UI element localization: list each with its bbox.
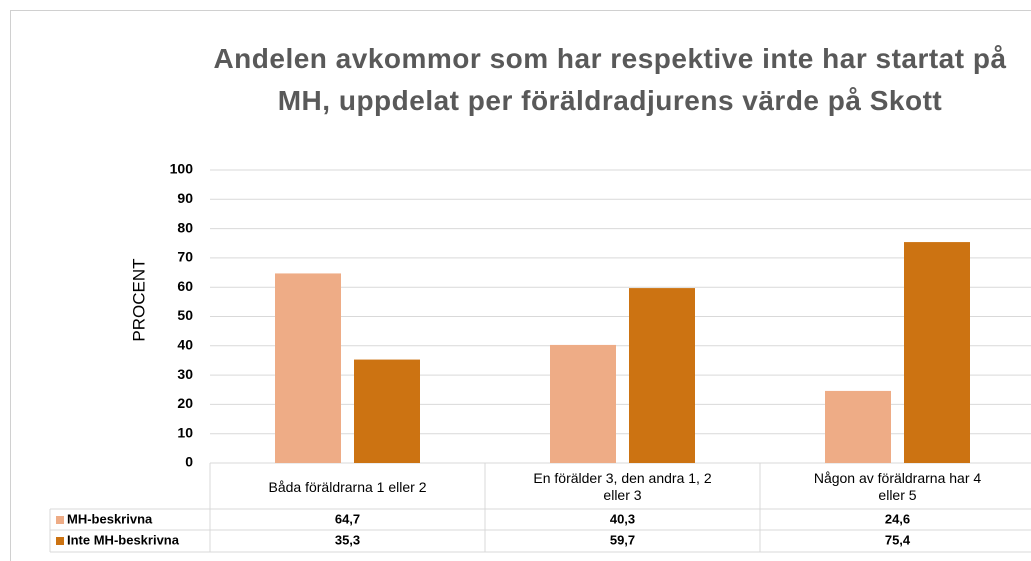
y-tick-label: 60 (177, 278, 193, 294)
x-tick-label: Någon av föräldrarna har 4 eller 5 (813, 470, 982, 503)
legend-swatch (56, 537, 64, 545)
y-tick-label: 40 (177, 337, 193, 353)
bar (354, 359, 420, 463)
y-tick-label: 20 (177, 395, 193, 411)
bar (825, 390, 891, 463)
legend-label: MH-beskrivna (67, 511, 153, 526)
table-value: 64,7 (335, 511, 360, 526)
frame (10, 10, 1031, 561)
table-value: 40,3 (610, 511, 635, 526)
x-tick-label: Båda föräldrarna 1 eller 2 (268, 478, 427, 495)
y-tick-label: 0 (185, 454, 193, 470)
table-value: 24,6 (885, 511, 910, 526)
bar (275, 273, 341, 463)
y-tick-label: 90 (177, 190, 193, 206)
y-tick-label: 30 (177, 366, 193, 382)
y-axis-label: PROCENT (129, 258, 148, 341)
table-value: 35,3 (335, 532, 360, 547)
data-table-grid (49, 462, 1031, 553)
y-tick-label: 70 (177, 249, 193, 265)
y-tick-label: 10 (177, 424, 193, 440)
legend-label: Inte MH-beskrivna (67, 532, 180, 547)
bar (629, 288, 695, 463)
chart-title: Andelen avkommor som har respektive inte… (213, 43, 1007, 116)
table-value: 59,7 (610, 532, 635, 547)
bar (550, 344, 616, 463)
y-tick-label: 80 (177, 219, 193, 235)
table-value: 75,4 (885, 532, 911, 547)
y-tick-label: 50 (177, 307, 193, 323)
y-tick-label: 100 (170, 161, 194, 177)
bar (904, 242, 970, 463)
legend-swatch (56, 516, 64, 524)
x-tick-label: En förälder 3, den andra 1, 2 eller 3 (533, 470, 712, 503)
